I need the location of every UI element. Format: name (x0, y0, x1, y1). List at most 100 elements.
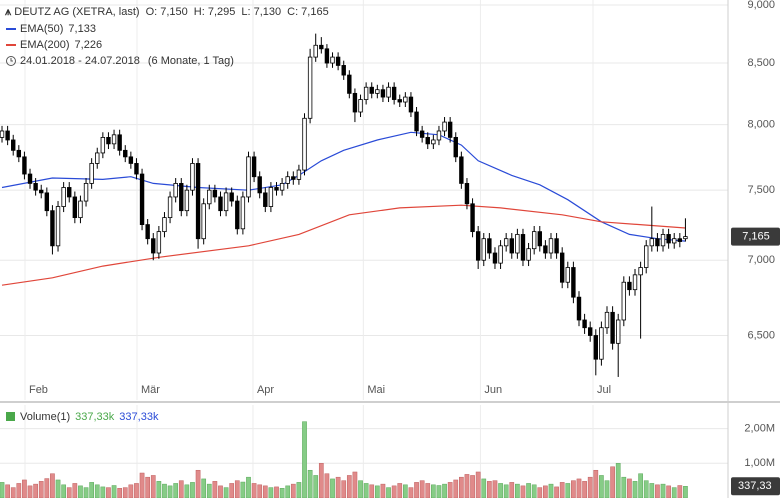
volume-bar (195, 469, 201, 498)
candle-body (190, 163, 195, 191)
candle-body (274, 187, 279, 191)
candle-body (352, 92, 358, 113)
volume-bar (559, 482, 565, 498)
volume-bar (554, 486, 559, 498)
candle-body (503, 238, 509, 247)
candle-body (576, 296, 582, 321)
volume-bar (33, 483, 38, 498)
legend-entry: EMA(50) 7,133 (20, 23, 96, 35)
candle-body (72, 196, 78, 219)
y-tick-label: 7,000 (747, 254, 775, 266)
chart-title: ⩚ DEUTZ AG (XETRA, last) O: 7,150 H: 7,295… (4, 6, 329, 18)
volume-bar (173, 483, 179, 498)
volume-bar (223, 487, 229, 498)
volume-bar (10, 487, 16, 498)
volume-bar (234, 480, 240, 498)
candle-body (162, 217, 167, 233)
candle-body (145, 224, 150, 240)
candle-body (380, 89, 386, 98)
candle-body (358, 99, 363, 113)
candle-body (330, 56, 335, 64)
volume-bar (128, 484, 134, 498)
candle-body (341, 65, 346, 76)
volume-bar (430, 484, 436, 498)
candle-body (83, 183, 89, 202)
volume-bar (369, 484, 375, 498)
candle-body (279, 183, 285, 191)
volume-bar (481, 478, 487, 498)
candle-body (257, 176, 262, 194)
candle-body (616, 319, 621, 344)
candle-body (537, 231, 542, 247)
candle-body (515, 234, 520, 254)
legend-value: 7,133 (68, 23, 96, 35)
legend-name: Volume(1) (20, 411, 70, 423)
volume-bar (212, 481, 218, 498)
volume-bar (0, 482, 5, 498)
candle-body (571, 267, 576, 298)
volume-bar (94, 484, 100, 498)
candle-body (27, 173, 33, 184)
volume-bar (330, 478, 335, 498)
candle-body (246, 156, 251, 198)
y-tick-label: 8,500 (747, 57, 775, 69)
candle-body (391, 86, 397, 100)
candle-body (184, 189, 190, 212)
legend-entry: EMA(200) 7,226 (20, 39, 102, 51)
candle-body (0, 130, 5, 138)
candle-body (369, 86, 374, 94)
volume-bar (290, 483, 296, 498)
ohlc: C: 7,165 (287, 6, 329, 18)
volume-bar (246, 476, 251, 498)
volume-bar (358, 480, 363, 498)
candle-body (599, 327, 604, 360)
volume-bar (55, 479, 61, 498)
candle-body (386, 86, 391, 98)
volume-bar (627, 478, 632, 498)
candle-body (139, 173, 145, 225)
candle-body (447, 121, 453, 138)
candle-body (156, 231, 162, 254)
x-tick-label: Jul (597, 384, 611, 396)
y-tick-label: 6,500 (747, 329, 775, 341)
candle-body (106, 136, 111, 145)
volume-bar (279, 488, 285, 498)
candle-body (531, 231, 537, 250)
candle-body (179, 183, 184, 212)
candle-body (666, 234, 671, 244)
volume-bar (27, 485, 33, 498)
volume-bar (274, 486, 279, 498)
y-tick-label: 9,000 (747, 0, 775, 11)
volume-bar (442, 483, 447, 498)
volume-bar (470, 475, 475, 498)
volume-bar (190, 482, 195, 498)
legend-name: EMA(50) (20, 23, 63, 35)
candle-body (229, 192, 234, 202)
candle-body (235, 200, 240, 230)
candle-body (240, 196, 246, 230)
candle-body (649, 238, 655, 247)
candle-body (128, 156, 134, 164)
x-tick-label: Mär (141, 384, 160, 396)
candle-body (363, 86, 369, 100)
volume-bar (548, 483, 554, 498)
candle-body (11, 139, 16, 151)
volume-bar (229, 483, 235, 498)
candle-body (123, 149, 128, 158)
volume-bar (531, 484, 537, 498)
volume-bar (414, 482, 419, 498)
volume-bar (346, 475, 352, 498)
volume-bar (576, 478, 582, 498)
volume-bar (251, 483, 257, 498)
ohlc: L: 7,130 (241, 6, 281, 18)
header: ⩚ DEUTZ AG (XETRA, last) O: 7,150 H: 7,295… (4, 6, 329, 67)
volume-bar (50, 473, 55, 498)
volume-bar (492, 480, 498, 498)
candle-body (470, 203, 475, 233)
legend-value: 7,226 (75, 39, 103, 51)
volume-bar (262, 485, 268, 498)
candle-body (621, 281, 627, 321)
candle-body (442, 121, 447, 132)
volume-bar (296, 482, 302, 498)
